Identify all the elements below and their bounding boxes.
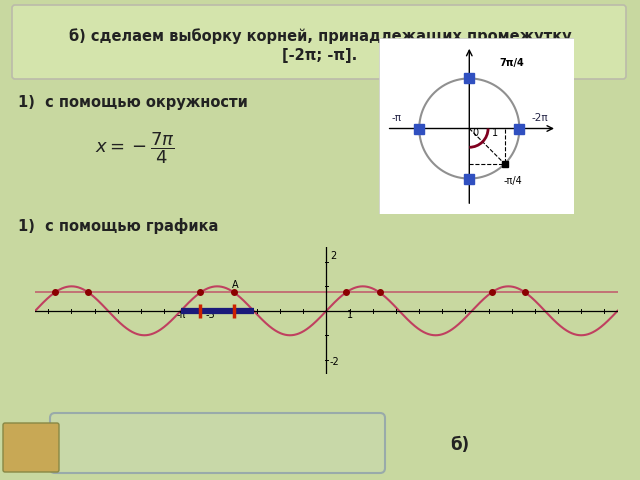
Text: 2: 2: [330, 252, 336, 262]
Text: 1)  с помощью графика: 1) с помощью графика: [18, 218, 218, 234]
FancyBboxPatch shape: [50, 413, 385, 473]
Text: 1: 1: [492, 128, 499, 138]
FancyBboxPatch shape: [12, 5, 626, 79]
Text: [-2π; -π].: [-2π; -π].: [282, 48, 358, 63]
Text: -π: -π: [392, 113, 402, 123]
Text: 7π/4: 7π/4: [499, 58, 524, 68]
Text: б): б): [450, 436, 469, 454]
Text: A: A: [232, 280, 239, 290]
Text: б) сделаем выборку корней, принадлежащих промежутку: б) сделаем выборку корней, принадлежащих…: [68, 28, 572, 44]
FancyBboxPatch shape: [3, 423, 59, 472]
Text: -π: -π: [176, 310, 186, 320]
Text: -π/4: -π/4: [504, 176, 523, 186]
Text: 0: 0: [472, 128, 478, 138]
Text: -2π: -2π: [531, 113, 548, 123]
Text: $x = -\dfrac{7\pi}{4}$: $x = -\dfrac{7\pi}{4}$: [95, 130, 175, 166]
Text: 1: 1: [346, 310, 353, 320]
Text: 1)  с помощью окружности: 1) с помощью окружности: [18, 95, 248, 110]
Text: -5: -5: [205, 310, 216, 320]
Text: -2: -2: [330, 357, 340, 367]
